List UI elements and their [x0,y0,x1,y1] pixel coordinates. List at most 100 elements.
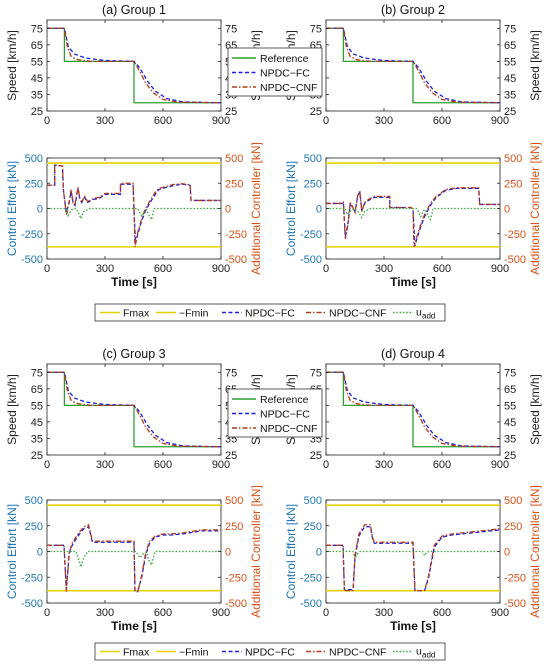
y-axis-label: Speed [km/h] [5,374,19,445]
x-tick-label: 0 [323,115,329,127]
x-tick-label: 0 [323,459,329,471]
x-tick-label: 300 [375,459,393,471]
series-group [326,504,500,592]
x-tick-label: 300 [375,115,393,127]
legend-label: NPDC−CNF [260,423,317,435]
y-tick-label: -250 [300,572,322,584]
y2-tick-label: 45 [504,417,516,429]
y2-tick-label: 25 [504,450,516,462]
speed-panel: 0300600900252535354545555565657575Speed … [284,347,542,471]
x-axis-label: Time [s] [390,275,436,289]
y-axis-label: Control Effort [kN] [284,504,298,599]
y2-tick-label: -500 [504,598,526,610]
y2-tick-label: 65 [504,40,516,52]
y2-tick-label: 500 [225,153,243,165]
y2-axis-label: Speed [km/h] [528,30,542,101]
y-tick-label: -500 [21,254,43,266]
y-tick-label: -250 [21,229,43,241]
speed-legend: Reference NPDC−FC NPDC−CNF [227,388,323,438]
speed-panel: 0300600900252535354545555565657575Speed … [5,3,263,127]
x-tick-label: 300 [96,263,114,275]
y-axis-label: Control Effort [kN] [284,161,298,256]
series-line-npdc-cnf [326,187,500,248]
y2-tick-label: 500 [225,495,243,507]
y2-tick-label: 250 [225,178,243,190]
y2-tick-label: 0 [504,204,510,216]
x-tick-label: 300 [96,607,114,619]
x-tick-label: 900 [491,459,509,471]
series-group [326,27,500,104]
y-tick-label: 55 [31,400,43,412]
y-tick-label: -500 [300,598,322,610]
series-line-npdc-cnf [47,27,221,104]
x-tick-label: 900 [491,607,509,619]
effort-legend: Fmax −Fmin NPDC−FC NPDC−CNF u add [94,303,446,322]
y2-tick-label: 500 [504,153,522,165]
x-tick-label: 0 [44,459,50,471]
y2-tick-label: -500 [504,254,526,266]
series-line-npdc-fc [326,371,500,448]
y-tick-label: 35 [31,89,43,101]
series-line-npdc-fc [47,371,221,448]
series-line-u-add [326,550,500,561]
y-tick-label: 0 [316,204,322,216]
y2-tick-label: 35 [504,89,516,101]
y-tick-label: 500 [304,495,322,507]
series-line-u-add [47,207,221,222]
y-tick-label: 65 [31,384,43,396]
y-tick-label: 75 [31,367,43,379]
legend-label: −Fmin [179,647,209,659]
y-tick-label: 0 [316,547,322,559]
legend-box [94,642,446,661]
y-tick-label: 25 [310,106,322,118]
y-axis-label: Speed [km/h] [5,30,19,101]
series-line-npdc-cnf [47,523,221,593]
y-tick-label: 25 [310,450,322,462]
y2-tick-label: 0 [225,547,231,559]
y2-tick-label: -250 [504,572,526,584]
x-axis-label: Time [s] [111,275,157,289]
x-tick-label: 900 [212,459,230,471]
y-tick-label: 250 [25,521,43,533]
legend-label: NPDC−FC [245,647,295,659]
y2-tick-label: 45 [504,73,516,85]
y-tick-label: 75 [31,23,43,35]
x-tick-label: 600 [433,115,451,127]
legend-label-sub: add [422,312,435,321]
series-group [47,504,221,593]
speed-panel: 0300600900252535354545555565657575Speed … [5,347,263,471]
series-group [47,371,221,448]
y-tick-label: -250 [300,229,322,241]
y-tick-label: 55 [31,56,43,68]
speed-legend: Reference NPDC−FC NPDC−CNF [227,47,323,97]
y2-tick-label: 250 [504,178,522,190]
y-tick-label: 0 [37,204,43,216]
panel-title: (a) Group 1 [102,3,166,17]
legend-label: u [416,307,422,319]
series-line-npdc-fc [47,164,221,244]
y-tick-label: 25 [31,106,43,118]
x-tick-label: 300 [96,115,114,127]
x-tick-label: 0 [323,263,329,275]
y-tick-label: 25 [31,450,43,462]
series-line-npdc-fc [326,27,500,104]
y-tick-label: 250 [25,178,43,190]
y-tick-label: -500 [21,598,43,610]
y-tick-label: 75 [310,23,322,35]
x-tick-label: 300 [375,263,393,275]
y2-axis-label: Additional Controller [kN] [249,142,263,275]
y-axis-label: Control Effort [kN] [5,504,19,599]
y-tick-label: 75 [310,367,322,379]
series-line-npdc-cnf [47,371,221,448]
series-line-npdc-fc [47,27,221,104]
legend-label: NPDC−FC [260,68,310,80]
y2-tick-label: 0 [504,547,510,559]
panel-title: (b) Group 2 [381,3,445,17]
y2-tick-label: 25 [225,450,237,462]
x-tick-label: 0 [44,115,50,127]
y2-tick-label: 250 [504,521,522,533]
